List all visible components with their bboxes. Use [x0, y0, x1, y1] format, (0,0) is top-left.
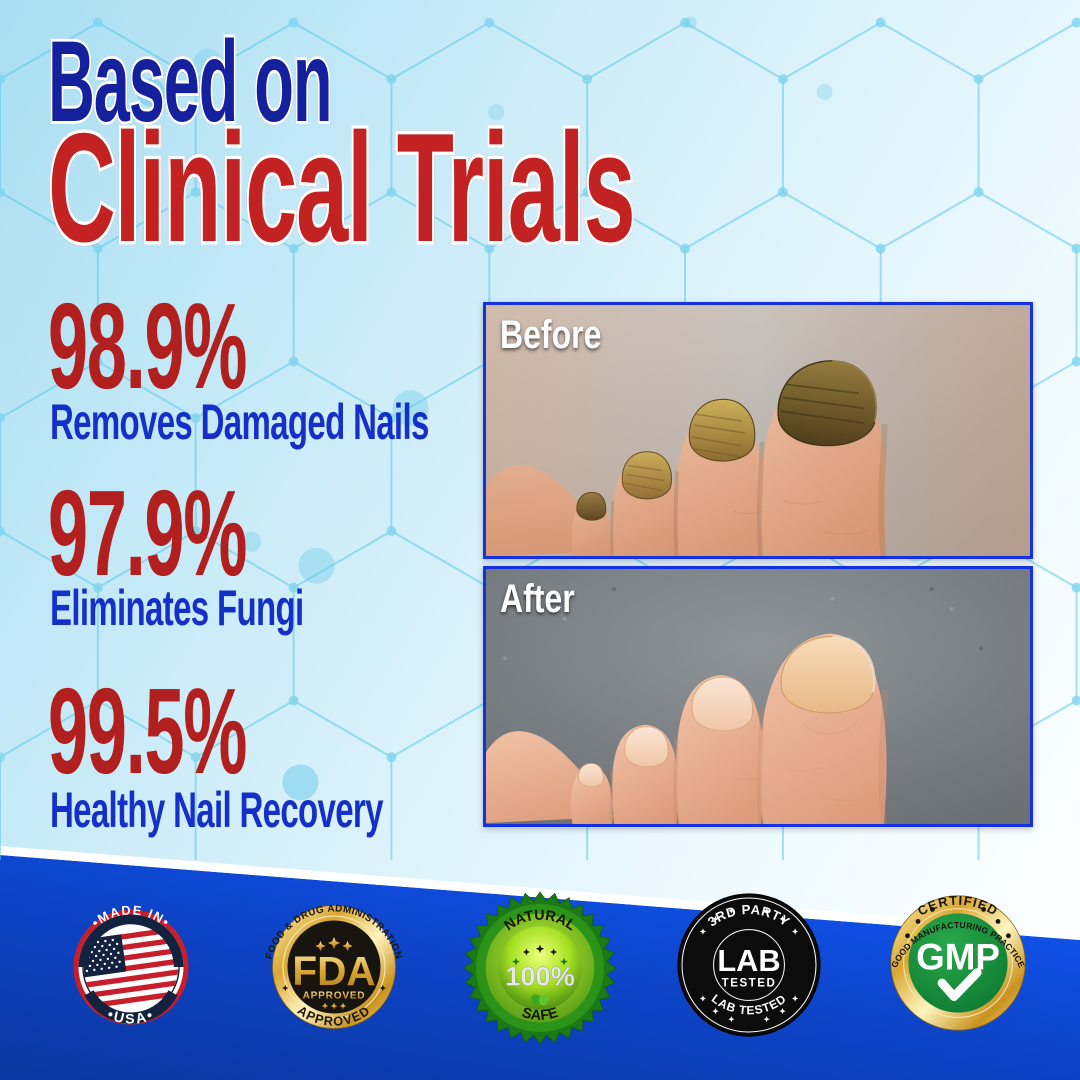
svg-text:100%: 100%: [505, 961, 575, 992]
svg-text:APPROVED: APPROVED: [303, 991, 366, 1002]
svg-text:TESTED: TESTED: [722, 978, 777, 990]
svg-text:GMP: GMP: [916, 936, 1000, 977]
svg-text:FDA: FDA: [292, 948, 375, 994]
svg-text:LAB: LAB: [717, 943, 780, 978]
